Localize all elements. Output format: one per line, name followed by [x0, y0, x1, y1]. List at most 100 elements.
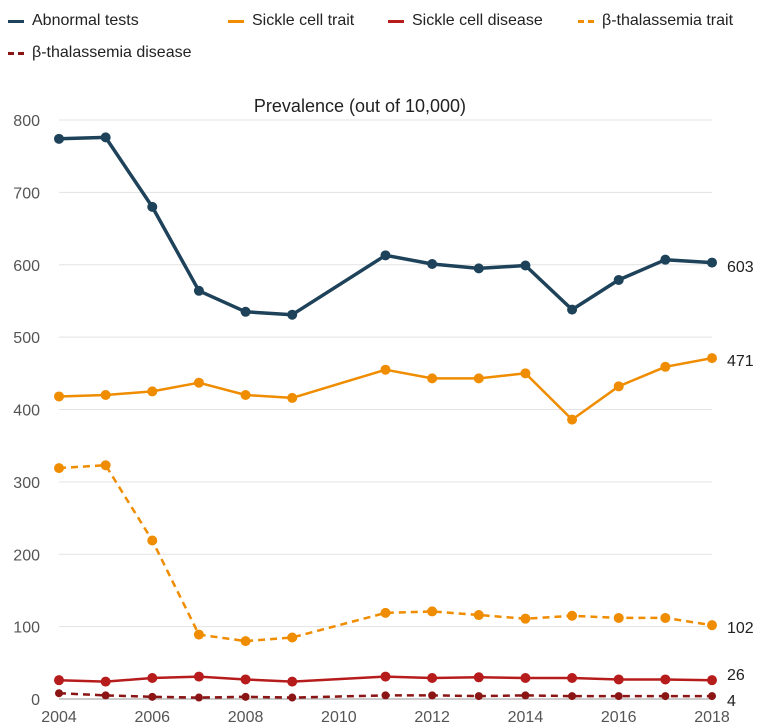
series-layer: [54, 132, 717, 702]
y-tick-label: 400: [13, 403, 40, 420]
legend-swatch: [388, 19, 404, 23]
data-point: [240, 306, 251, 317]
data-point: [707, 675, 717, 686]
data-point: [707, 620, 717, 631]
data-point: [567, 610, 578, 621]
data-point: [147, 386, 158, 397]
data-point: [100, 132, 111, 143]
legend-label: Sickle cell disease: [412, 12, 543, 29]
legend-item-thalassemia-trait: β-thalassemia trait: [578, 12, 733, 30]
data-point: [613, 612, 624, 623]
data-point: [614, 692, 623, 701]
y-tick-label: 500: [13, 330, 40, 347]
legend-swatch: [8, 51, 24, 55]
data-point: [288, 693, 297, 702]
series-sickle-cell-trait: [54, 353, 717, 425]
series-line-sickle-cell-trait: [58, 356, 713, 421]
data-point: [567, 304, 578, 315]
legend-item-thalassemia-disease: β-thalassemia disease: [8, 44, 192, 62]
legend-label: β-thalassemia trait: [602, 12, 734, 29]
y-tick-label: 0: [31, 692, 40, 709]
series-thalassemia-trait: [54, 460, 717, 647]
end-labels: 603 471 26 102 4: [727, 259, 754, 710]
chart-title: Prevalence (out of 10,000): [254, 96, 466, 116]
data-point: [380, 250, 391, 261]
x-tick-label: 2018: [694, 709, 730, 726]
data-point: [287, 676, 298, 687]
data-point: [54, 391, 64, 402]
end-label-sickle-cell-trait: 471: [727, 353, 754, 370]
legend-swatch: [228, 19, 244, 23]
y-tick-label: 300: [13, 475, 40, 492]
legend-label: Sickle cell trait: [252, 12, 355, 29]
x-tick-label: 2012: [414, 709, 450, 726]
gridlines: [59, 119, 712, 700]
x-tick-label: 2006: [134, 709, 170, 726]
data-point: [660, 254, 671, 265]
data-point: [100, 390, 111, 401]
data-point: [193, 671, 204, 682]
data-point: [473, 373, 484, 384]
x-tick-label: 2008: [228, 709, 264, 726]
y-tick-label: 800: [13, 113, 40, 130]
data-point: [613, 381, 624, 392]
end-label-sickle-cell-disease: 26: [727, 667, 745, 684]
y-tick-label: 200: [13, 547, 40, 564]
data-point: [567, 673, 578, 684]
series-line-sickle-cell-disease: [58, 675, 713, 683]
data-point: [100, 676, 111, 687]
x-tick-label: 2016: [601, 709, 637, 726]
data-point: [287, 392, 298, 403]
data-point: [147, 535, 158, 546]
x-tick-label: 2014: [508, 709, 544, 726]
data-point: [427, 673, 438, 684]
data-point: [660, 361, 671, 372]
data-point: [287, 632, 298, 643]
series-line-thalassemia-disease: [58, 691, 712, 699]
data-point: [380, 671, 391, 682]
axes: 0 100 200 300 400 500 600 700 800 2004 2006 2008 201…: [13, 113, 730, 726]
data-point: [660, 612, 671, 623]
data-point: [147, 201, 158, 212]
data-point: [240, 636, 251, 647]
y-tick-label: 600: [13, 258, 40, 275]
legend-item-abnormal-tests: Abnormal tests: [8, 12, 139, 30]
data-point: [520, 673, 531, 684]
legend-swatch: [8, 19, 24, 23]
data-point: [520, 260, 531, 271]
legend-item-sickle-cell-disease: Sickle cell disease: [388, 12, 543, 30]
series-thalassemia-disease: [55, 689, 716, 702]
data-point: [568, 692, 577, 701]
legend-item-sickle-cell-trait: Sickle cell trait: [228, 12, 354, 30]
data-point: [520, 613, 531, 624]
data-point: [613, 674, 624, 685]
data-point: [194, 693, 203, 702]
y-tick-label: 100: [13, 620, 40, 637]
data-point: [54, 675, 64, 686]
data-point: [240, 390, 251, 401]
data-point: [54, 463, 64, 474]
end-label-abnormal-tests: 603: [727, 259, 754, 276]
data-point: [520, 368, 531, 379]
data-point: [54, 133, 64, 144]
data-point: [427, 259, 438, 270]
legend-label: Abnormal tests: [32, 12, 139, 29]
data-point: [567, 414, 578, 425]
data-point: [287, 309, 298, 320]
data-point: [660, 674, 671, 685]
data-point: [707, 353, 717, 364]
data-point: [708, 692, 716, 701]
data-point: [193, 629, 204, 640]
data-point: [521, 691, 530, 700]
legend-swatch: [578, 19, 594, 23]
data-point: [100, 460, 111, 471]
data-point: [55, 689, 63, 698]
x-tick-label: 2004: [41, 709, 77, 726]
data-point: [380, 364, 391, 375]
data-point: [148, 692, 157, 701]
data-point: [240, 674, 251, 685]
series-abnormal-tests: [54, 132, 717, 320]
data-point: [428, 691, 437, 700]
series-line-abnormal-tests: [58, 135, 713, 317]
